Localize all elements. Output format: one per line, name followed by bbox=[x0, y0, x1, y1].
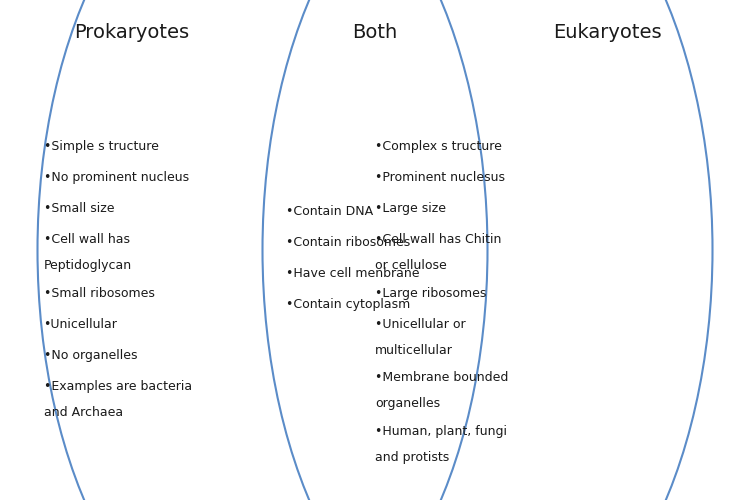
Text: multicellular: multicellular bbox=[375, 344, 453, 356]
Text: •Small size: •Small size bbox=[44, 202, 114, 215]
Text: •Membrane bounded: •Membrane bounded bbox=[375, 371, 508, 384]
Text: Peptidoglycan: Peptidoglycan bbox=[44, 259, 132, 272]
Text: •Contain cytoplasm: •Contain cytoplasm bbox=[286, 298, 411, 311]
Text: •Prominent nuclesus: •Prominent nuclesus bbox=[375, 171, 505, 184]
Text: •Unicellular or: •Unicellular or bbox=[375, 318, 466, 330]
Text: •Large size: •Large size bbox=[375, 202, 446, 215]
Text: •Human, plant, fungi: •Human, plant, fungi bbox=[375, 424, 507, 438]
Text: •Cell wall has: •Cell wall has bbox=[44, 233, 130, 246]
Text: Prokaryotes: Prokaryotes bbox=[74, 22, 189, 42]
Text: •Examples are bacteria: •Examples are bacteria bbox=[44, 380, 192, 392]
Text: •Contain DNA: •Contain DNA bbox=[286, 205, 374, 218]
Text: •Have cell menbrane: •Have cell menbrane bbox=[286, 267, 420, 280]
Text: •Large ribosomes: •Large ribosomes bbox=[375, 286, 486, 300]
Text: •Small ribosomes: •Small ribosomes bbox=[44, 286, 154, 300]
Text: organelles: organelles bbox=[375, 397, 440, 410]
Text: •Unicellular: •Unicellular bbox=[44, 318, 117, 330]
Text: and Archaea: and Archaea bbox=[44, 406, 123, 418]
Text: •Complex s tructure: •Complex s tructure bbox=[375, 140, 502, 153]
Text: •Simple s tructure: •Simple s tructure bbox=[44, 140, 158, 153]
Text: Both: Both bbox=[352, 22, 398, 42]
Text: •No organelles: •No organelles bbox=[44, 348, 137, 362]
Text: •Cell wall has Chitin: •Cell wall has Chitin bbox=[375, 233, 501, 246]
Text: •Contain ribosomes: •Contain ribosomes bbox=[286, 236, 411, 249]
Text: •No prominent nucleus: •No prominent nucleus bbox=[44, 171, 189, 184]
Text: Eukaryotes: Eukaryotes bbox=[554, 22, 662, 42]
Text: and protists: and protists bbox=[375, 450, 449, 464]
Text: or cellulose: or cellulose bbox=[375, 259, 447, 272]
